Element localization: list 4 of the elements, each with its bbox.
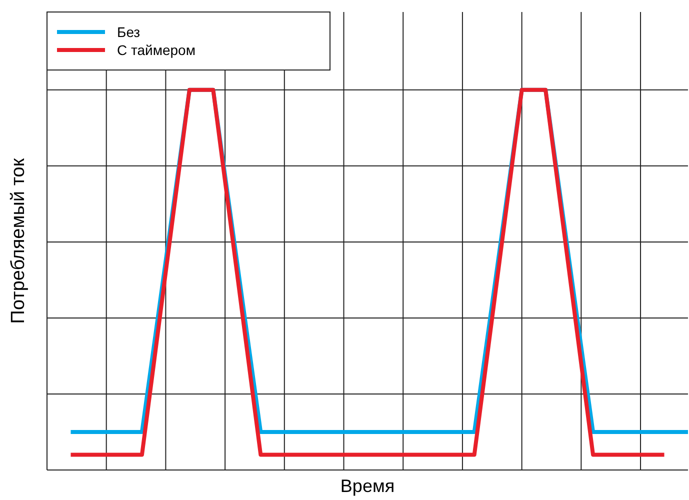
x-axis-title: Время xyxy=(340,476,395,496)
legend-label: Без xyxy=(117,24,140,40)
y-axis-title: Потребляемый ток xyxy=(8,158,29,324)
legend-label: С таймером xyxy=(117,42,196,58)
